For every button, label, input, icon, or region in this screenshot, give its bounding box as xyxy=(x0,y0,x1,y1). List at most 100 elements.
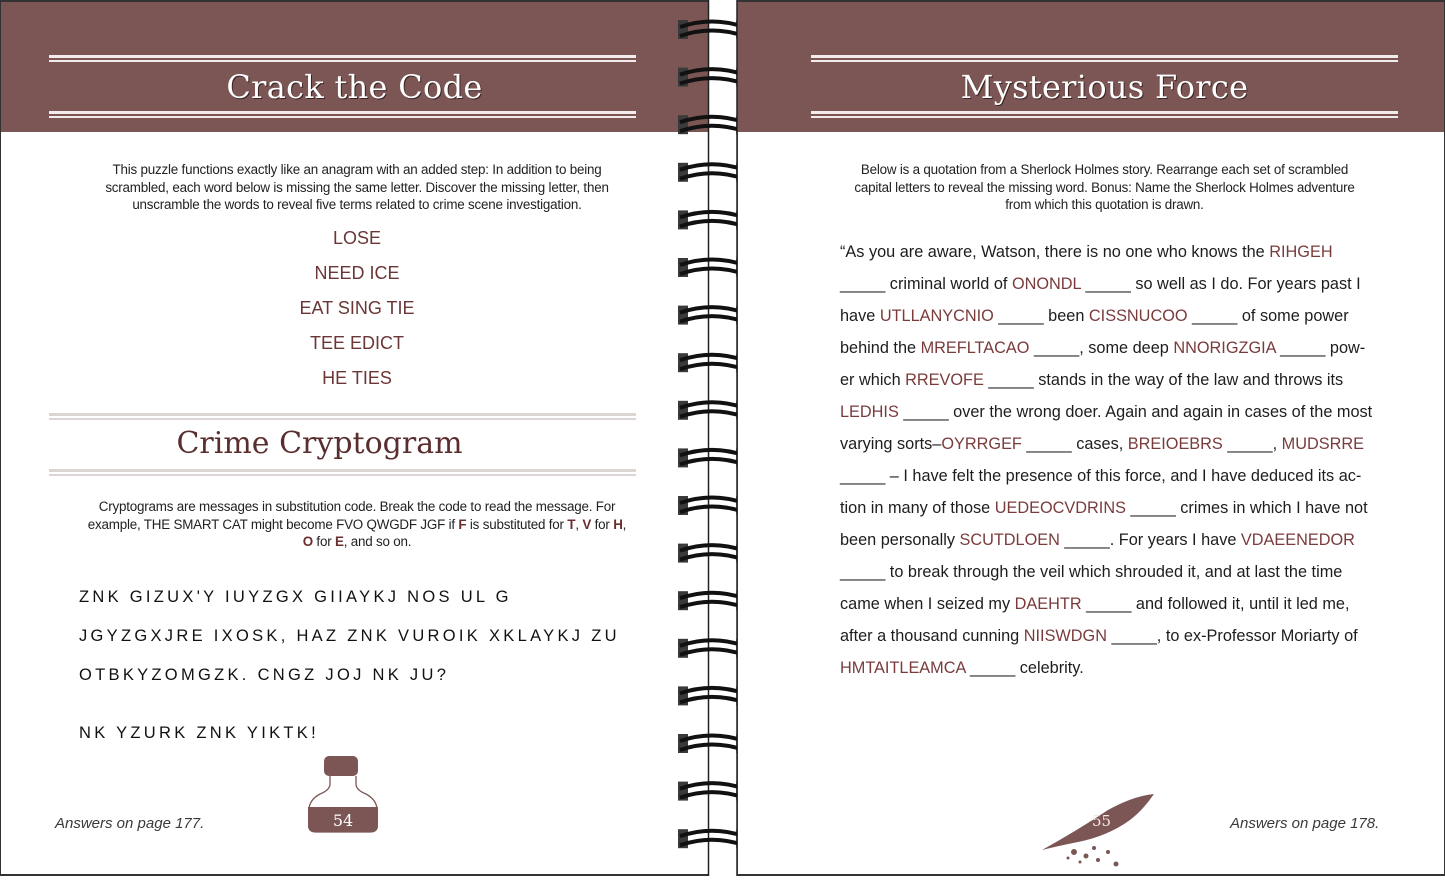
quote-line: _____ – I have felt the presence of this… xyxy=(840,464,1380,496)
scrambled-word: ONONDL xyxy=(1011,275,1082,293)
quote-line: after a thousand cunning NIISWDGN _____,… xyxy=(840,624,1380,656)
answers-note: Answers on page 178. xyxy=(1230,815,1380,832)
quote-line: er which RREVOFE _____ stands in the way… xyxy=(840,368,1380,400)
left-page: Crack the Code This puzzle functions exa… xyxy=(0,0,709,876)
header-band: Mysterious Force xyxy=(738,2,1444,132)
text: _____, some deep xyxy=(1029,339,1174,357)
scrambled-word: RREVOFE xyxy=(905,371,984,389)
instruction-line: example, THE SMART CAT might become FVO … xyxy=(49,516,665,534)
text: for xyxy=(312,534,335,549)
text: have xyxy=(840,307,880,325)
text: “As you are aware, Watson, there is no o… xyxy=(840,243,1270,261)
quill-feather-icon: 55 xyxy=(1038,790,1158,870)
text: been personally xyxy=(840,531,960,549)
instruction-line: O for E, and so on. xyxy=(49,533,665,551)
scrambled-word: DAEHTR xyxy=(1014,595,1082,613)
quote-line: behind the MREFLTACAO _____, some deep N… xyxy=(840,336,1380,368)
text: _____ celebrity. xyxy=(965,659,1084,677)
text: Cryptograms are messages in substitution… xyxy=(98,499,616,514)
text: , xyxy=(622,516,627,532)
cryptogram-line: ZNK GIZUX'Y IUYZGX GIIAYKJ NOS UL G xyxy=(79,588,512,606)
page-title: Crack the Code xyxy=(226,68,483,106)
divider xyxy=(49,111,636,118)
cryptogram-line: NK YZURK ZNK YIKTK! xyxy=(79,724,319,742)
instruction-line: capital letters to reveal the missing wo… xyxy=(854,179,1355,195)
instruction-line: from which this quotation is drawn. xyxy=(1005,197,1204,212)
instruction-line: Cryptograms are messages in substitution… xyxy=(49,498,665,516)
example-letter: O xyxy=(302,534,313,549)
text: _____ to break through the veil which sh… xyxy=(840,563,1343,581)
instruction-line: Below is a quotation from a Sherlock Hol… xyxy=(860,162,1349,177)
page-number: 55 xyxy=(1092,812,1112,830)
text: _____ of some power xyxy=(1187,307,1349,325)
puzzle-instructions: This puzzle functions exactly like an an… xyxy=(49,161,665,214)
divider xyxy=(811,111,1398,118)
divider xyxy=(49,469,636,476)
instruction-line: This puzzle functions exactly like an an… xyxy=(112,162,602,177)
quote-line: been personally SCUTDLOEN _____. For yea… xyxy=(840,528,1380,560)
anagram-word: EAT SING TIE xyxy=(299,298,415,318)
cryptogram-line: OTBKYZOMGZK. CNGZ JOJ NK JU? xyxy=(79,666,450,684)
page-title: Mysterious Force xyxy=(960,68,1249,106)
text: _____ and followed it, until it led me, xyxy=(1081,595,1350,613)
text: for xyxy=(591,516,614,532)
example-letter: V xyxy=(582,516,592,532)
scrambled-word: OYRRGEF xyxy=(941,435,1022,453)
anagram-word: LOSE xyxy=(332,228,382,248)
scrambled-word: NIISWDGN xyxy=(1023,627,1107,645)
divider xyxy=(49,55,636,62)
scrambled-word: UEDEOCVDRINS xyxy=(994,499,1126,517)
text: _____ so well as I do. For years past I xyxy=(1081,275,1361,293)
text: _____ over the wrong doer. Again and aga… xyxy=(898,403,1373,421)
cryptogram-instructions: Cryptograms are messages in substitution… xyxy=(49,498,665,551)
scrambled-word: UTLLANYCNIO xyxy=(879,307,994,325)
text: _____ crimes in which I have not xyxy=(1125,499,1368,517)
text: _____, xyxy=(1222,435,1282,453)
holmes-quotation: “As you are aware, Watson, there is no o… xyxy=(840,240,1380,688)
text: after a thousand cunning xyxy=(840,627,1024,645)
text: came when I seized my xyxy=(840,595,1015,613)
scrambled-word: CISSNUCOO xyxy=(1088,307,1188,325)
cryptogram-line: JGYZGXJRE IXOSK, HAZ ZNK VUROIK XKLAYKJ … xyxy=(79,627,620,645)
text: _____ criminal world of xyxy=(840,275,1012,293)
text: _____ been xyxy=(993,307,1089,325)
scrambled-word: VDAEENEDOR xyxy=(1240,531,1355,549)
text: behind the xyxy=(840,339,921,357)
scrambled-word: MUDSRRE xyxy=(1281,435,1364,453)
divider xyxy=(811,55,1398,62)
instruction-line: unscramble the words to reveal five term… xyxy=(132,197,582,212)
quote-line: LEDHIS _____ over the wrong doer. Again … xyxy=(840,400,1380,432)
quote-line: _____ to break through the veil which sh… xyxy=(840,560,1380,592)
text: example, THE SMART CAT might become FVO … xyxy=(87,516,459,532)
scrambled-word: NNORIGZGIA xyxy=(1173,339,1276,357)
page-number: 54 xyxy=(332,811,354,830)
text: er which xyxy=(840,371,906,389)
answers-note: Answers on page 177. xyxy=(55,815,205,832)
quote-line: _____ criminal world of ONONDL _____ so … xyxy=(840,272,1380,304)
ink-bottle-icon: 54 xyxy=(306,754,380,834)
anagram-word: NEED ICE xyxy=(314,263,400,283)
anagram-word: HE TIES xyxy=(322,368,392,388)
example-letter: E xyxy=(334,534,344,549)
text: _____. For years I have xyxy=(1059,531,1241,549)
text: , and so on. xyxy=(343,534,412,549)
quote-line: have UTLLANYCNIO _____ been CISSNUCOO __… xyxy=(840,304,1380,336)
text: tion in many of those xyxy=(840,499,995,517)
section-title: Crime Cryptogram xyxy=(176,426,463,461)
scrambled-word: BREIOEBRS xyxy=(1127,435,1223,453)
text: _____, to ex-Professor Moriarty of xyxy=(1106,627,1358,645)
example-letter: T xyxy=(567,516,576,532)
text: , xyxy=(575,516,583,532)
scrambled-word: LEDHIS xyxy=(840,403,899,421)
scrambled-word: SCUTDLOEN xyxy=(959,531,1060,549)
quote-line: varying sorts–OYRRGEF _____ cases, BREIO… xyxy=(840,432,1380,464)
scrambled-word: MREFLTACAO xyxy=(920,339,1030,357)
anagram-word: TEE EDICT xyxy=(309,333,404,353)
quote-line: HMTAITLEAMCA _____ celebrity. xyxy=(840,656,1380,688)
text: _____ stands in the way of the law and t… xyxy=(983,371,1344,389)
text: _____ cases, xyxy=(1021,435,1128,453)
quote-line: tion in many of those UEDEOCVDRINS _____… xyxy=(840,496,1380,528)
right-page: Mysterious Force Below is a quotation fr… xyxy=(737,0,1445,876)
text: varying sorts– xyxy=(840,435,942,453)
text: _____ – I have felt the presence of this… xyxy=(840,467,1362,485)
